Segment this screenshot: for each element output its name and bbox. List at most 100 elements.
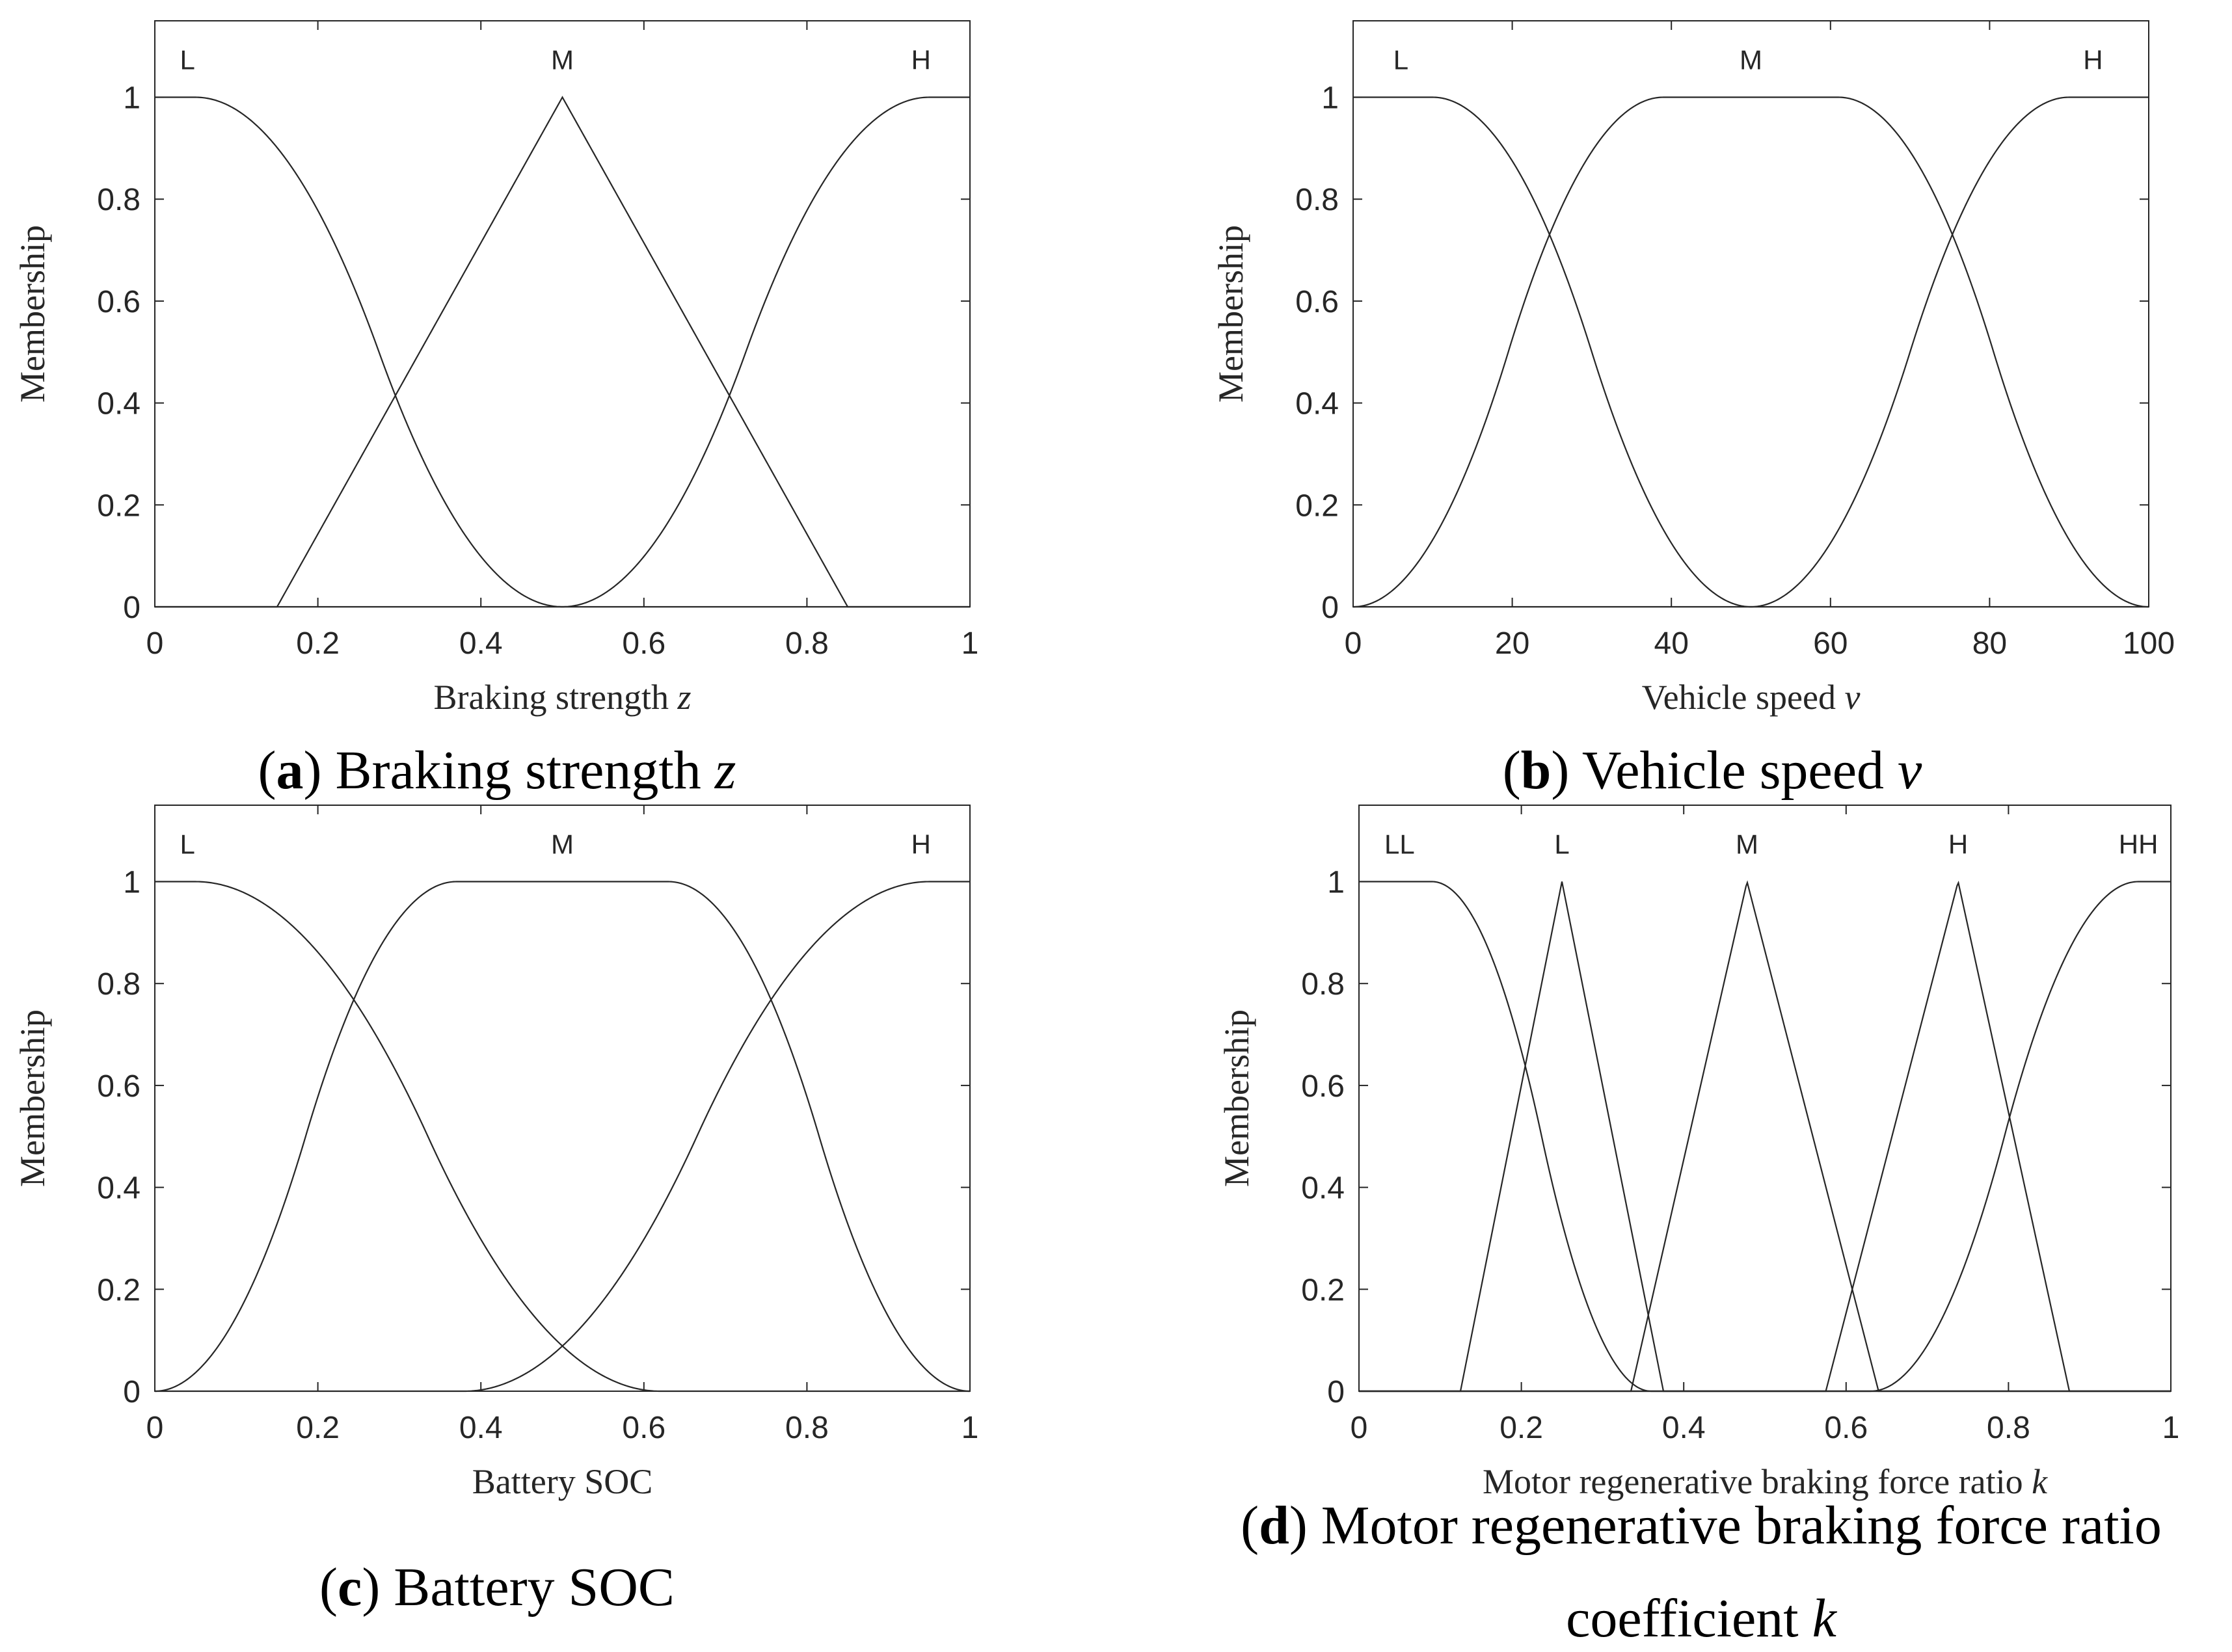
membership-label: M (551, 829, 574, 859)
chart-panel-a: 0 0.2 0.4 0.6 0.8 1 0 0.2 0.4 0.6 0.8 1 Membership Br… (13, 20, 979, 717)
x-tick-label: 0.2 (296, 1411, 340, 1445)
caption-symbol: k (1812, 1588, 1838, 1649)
caption-letter: a (276, 740, 304, 801)
y-tick-label: 0.2 (97, 1273, 141, 1307)
membership-label: L (1554, 829, 1569, 859)
series-line-L (155, 96, 970, 608)
series-line-H (1353, 96, 2149, 608)
y-axis-label: Membership (13, 1009, 52, 1187)
x-tick-label: 1 (961, 1411, 979, 1445)
x-tick-label: 0.8 (785, 626, 829, 661)
caption-paren-close: ) (362, 1557, 394, 1618)
chart-panel-c: 0 0.2 0.4 0.6 0.8 1 0 0.2 0.4 0.6 0.8 1 Membership Ba… (13, 805, 978, 1501)
x-tick-label: 1 (961, 626, 979, 661)
y-tick-label: 0 (1327, 1375, 1345, 1409)
x-tick-label: 20 (1495, 626, 1529, 661)
y-tick-label: 0 (123, 591, 141, 625)
y-tick-label: 0.6 (1295, 285, 1339, 319)
x-tick-label: 0.8 (1987, 1411, 2030, 1445)
caption-text: Braking strength (336, 740, 701, 801)
x-axis-label: Motor regenerative braking force ratio k (1483, 1462, 2048, 1501)
y-tick-label: 0.8 (97, 183, 141, 217)
y-tick-label: 0 (1321, 591, 1339, 625)
y-tick-label: 0.6 (97, 1069, 141, 1104)
series-line-LL (1359, 881, 2171, 1392)
x-tick-label: 0 (1345, 626, 1362, 661)
membership-label: L (180, 829, 195, 859)
y-tick-label: 0.8 (1295, 183, 1339, 217)
caption-text: coefficient (1566, 1588, 1799, 1649)
x-tick-label: 0.4 (1662, 1411, 1706, 1445)
x-axis-label-text: Vehicle speed (1642, 678, 1836, 717)
y-tick-label: 0.4 (1301, 1171, 1345, 1206)
x-tick-label: 0.4 (459, 1411, 503, 1445)
plot-area-frame (1358, 805, 2171, 1392)
plot-area-frame (1352, 20, 2149, 607)
caption-symbol: z (714, 740, 736, 801)
y-tick-label: 1 (1321, 81, 1339, 116)
membership-label: L (1393, 44, 1408, 75)
caption-space (1799, 1588, 1812, 1649)
y-tick-label: 0.4 (97, 387, 141, 421)
x-axis-label-symbol: z (677, 678, 691, 717)
caption-paren-close: ) (304, 740, 336, 801)
panel-caption-a: (a) Braking strength z (258, 740, 736, 801)
series-line-L (1353, 96, 2149, 608)
x-tick-label: 100 (2123, 626, 2175, 661)
x-tick-label: 80 (1972, 626, 2007, 661)
x-tick-label: 0.2 (1499, 1411, 1543, 1445)
x-tick-label: 0.6 (622, 1411, 666, 1445)
caption-paren-open: ( (258, 740, 276, 801)
caption-text: Motor regenerative braking force ratio (1321, 1495, 2162, 1556)
series-line-M (155, 96, 970, 608)
x-tick-label: 60 (1813, 626, 1848, 661)
y-axis-label: Membership (1217, 1009, 1256, 1187)
panel-caption-b: (b) Vehicle speed v (1503, 740, 1922, 801)
series-line-H (155, 96, 970, 608)
membership-label: H (911, 829, 931, 859)
series-line-M (1359, 880, 2171, 1392)
caption-letter: b (1521, 740, 1552, 801)
caption-paren-open: ( (1241, 1495, 1259, 1556)
membership-label: H (1948, 829, 1968, 859)
membership-label: H (911, 44, 931, 75)
y-tick-label: 0.8 (1301, 967, 1345, 1002)
x-tick-label: 1 (2162, 1411, 2180, 1445)
panel-caption-c: (c) Battery SOC (319, 1557, 675, 1618)
series-line-M (154, 881, 971, 1392)
x-tick-label: 0.2 (296, 626, 340, 661)
series-line-H (1359, 880, 2171, 1392)
membership-label: M (1736, 829, 1758, 859)
caption-letter: d (1259, 1495, 1289, 1556)
x-tick-label: 0.8 (785, 1411, 829, 1445)
caption-paren-open: ( (319, 1557, 338, 1618)
y-tick-label: 0 (123, 1375, 141, 1409)
plot-area-frame (154, 20, 971, 607)
series-line-H (155, 881, 970, 1392)
x-axis-label-symbol: k (2032, 1462, 2048, 1501)
x-tick-label: 40 (1654, 626, 1689, 661)
caption-space (1884, 740, 1898, 801)
x-tick-label: 0.4 (459, 626, 503, 661)
x-tick-label: 0 (146, 626, 164, 661)
series-line-L (1359, 881, 2171, 1392)
chart-panel-b: 0 20 40 60 80 100 0 0.2 0.4 0.6 0.8 1 Membership Vehi… (1211, 20, 2175, 717)
y-tick-label: 0.2 (1295, 488, 1339, 523)
caption-paren-close: ) (1551, 740, 1581, 801)
x-axis-label-space (1836, 678, 1845, 717)
x-axis-label-text: Braking strength (434, 678, 669, 717)
caption-letter: c (338, 1557, 362, 1618)
x-tick-label: 0 (146, 1411, 164, 1445)
x-tick-label: 0.6 (1824, 1411, 1868, 1445)
y-tick-label: 0.2 (97, 488, 141, 523)
caption-paren-close: ) (1289, 1495, 1321, 1556)
x-axis-label: Braking strength z (434, 678, 692, 717)
x-axis-label-text: Battery SOC (472, 1462, 653, 1501)
membership-label: LL (1384, 829, 1415, 859)
x-axis-label-symbol: v (1844, 678, 1860, 717)
y-tick-label: 0.6 (1301, 1069, 1345, 1104)
series-line-L (155, 881, 970, 1392)
panel-caption-d: (d) Motor regenerative braking force rat… (1241, 1495, 2162, 1556)
caption-text: Battery SOC (394, 1557, 675, 1618)
